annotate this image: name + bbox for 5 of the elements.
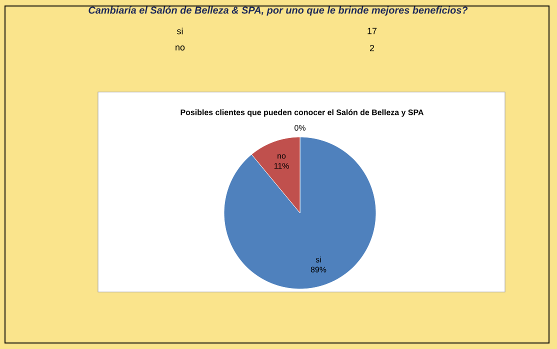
text: no — [176, 46, 185, 50]
text: 17 — [368, 28, 377, 34]
text: si — [177, 28, 183, 34]
chart-title: Cambiaría el Salón de Belleza & SPA, por uno que le brinde mejores beneficios? — [88, 6, 468, 16]
text: 2 — [370, 44, 374, 52]
